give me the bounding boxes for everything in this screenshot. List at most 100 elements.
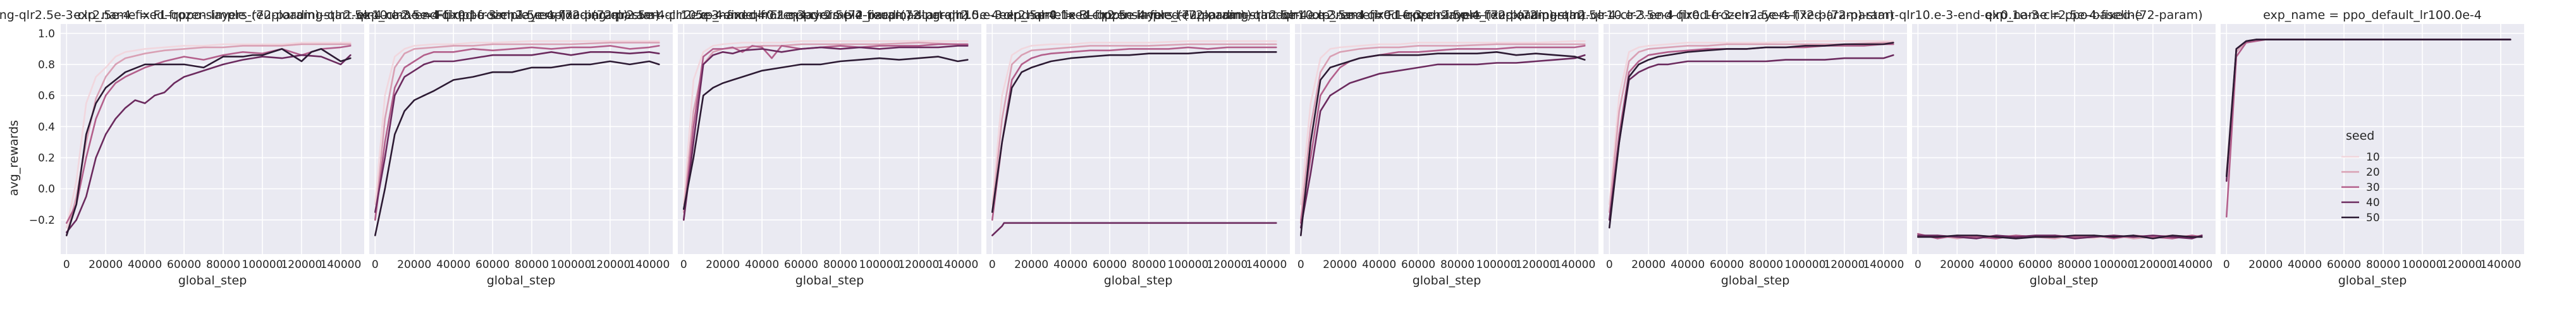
- x-tick-label: 60000: [2327, 258, 2361, 271]
- y-axis-label: avg_rewards: [7, 120, 21, 196]
- x-tick-label: 20000: [1631, 258, 1665, 271]
- panel-4: 0 20000 40000 60000 80000 100000120000140000g…: [690, 8, 1585, 288]
- x-axis-label: global_step: [178, 274, 247, 288]
- x-tick-label: 140000: [2171, 258, 2212, 271]
- y-tick-label: 0.0: [38, 183, 55, 196]
- series-line-seed-20: [374, 42, 660, 221]
- x-tick-label: 0: [680, 258, 687, 271]
- x-tick-label: 100000: [859, 258, 900, 271]
- x-tick-label: 80000: [2366, 258, 2400, 271]
- series-line-seed-10: [66, 42, 352, 229]
- y-tick-label: 0.6: [38, 90, 55, 102]
- legend-label-seed-40: 40: [2366, 197, 2380, 209]
- x-tick-label: 0: [989, 258, 996, 271]
- x-tick-label: 40000: [436, 258, 470, 271]
- y-tick-label: 0.8: [38, 59, 55, 71]
- x-tick-label: 20000: [1014, 258, 1048, 271]
- x-tick-label: 60000: [1710, 258, 1744, 271]
- series-line-seed-20: [1300, 43, 1586, 221]
- panel-background: [1912, 24, 2216, 254]
- x-tick-label: 20000: [397, 258, 431, 271]
- x-tick-label: 140000: [1863, 258, 1904, 271]
- x-tick-label: 0: [2223, 258, 2230, 271]
- x-axis-label: global_step: [487, 274, 556, 288]
- x-tick-label: 80000: [206, 258, 240, 271]
- legend-label-seed-50: 50: [2366, 212, 2380, 224]
- panel-6: 0 20000 40000 60000 80000 100000120000140000g…: [1308, 8, 2202, 288]
- x-tick-label: 80000: [1132, 258, 1166, 271]
- x-tick-label: 40000: [128, 258, 162, 271]
- x-axis-label: global_step: [1721, 274, 1790, 288]
- x-tick-label: 80000: [1749, 258, 1783, 271]
- series-line-seed-40: [991, 222, 1277, 236]
- series-line-seed-20: [991, 43, 1277, 213]
- series-line-seed-50: [1300, 51, 1586, 236]
- x-axis-label: global_step: [795, 274, 864, 288]
- x-tick-label: 100000: [1476, 258, 1518, 271]
- series-line-seed-50: [991, 51, 1277, 213]
- panel-title: exp_name = FL-qppo-simple_reuploading-ql…: [999, 8, 1894, 22]
- series-line-seed-30: [991, 46, 1277, 221]
- x-axis-label: global_step: [1413, 274, 1481, 288]
- series-group: [1917, 233, 2203, 240]
- x-tick-label: 80000: [823, 258, 857, 271]
- x-axis-label: global_step: [1104, 274, 1173, 288]
- x-tick-label: 120000: [281, 258, 322, 271]
- series-line-seed-30: [374, 45, 660, 221]
- x-tick-label: 120000: [589, 258, 630, 271]
- x-tick-label: 140000: [2480, 258, 2521, 271]
- x-tick-label: 100000: [242, 258, 283, 271]
- x-tick-label: 60000: [167, 258, 201, 271]
- series-group: [683, 40, 969, 221]
- x-tick-label: 120000: [1206, 258, 1248, 271]
- x-tick-label: 40000: [2288, 258, 2322, 271]
- x-tick-label: 120000: [1515, 258, 1556, 271]
- x-tick-label: 20000: [1940, 258, 1974, 271]
- legend-label-seed-20: 20: [2366, 166, 2380, 179]
- panel-title: exp_name = FL-qppo-simple_reuploading-ql…: [1308, 8, 2202, 22]
- series-line-seed-10: [683, 40, 969, 205]
- series-group: [374, 40, 660, 236]
- series-line-seed-40: [66, 54, 352, 233]
- legend-label-seed-30: 30: [2366, 181, 2380, 194]
- panel-3: 0 20000 40000 60000 80000 100000120000140000g…: [357, 8, 1303, 288]
- legend: seed 10 20 30 40 50: [2341, 129, 2380, 224]
- panel-5: 0 20000 40000 60000 80000 100000120000140000g…: [999, 8, 1894, 288]
- x-tick-label: 120000: [1824, 258, 1865, 271]
- x-tick-label: 40000: [1671, 258, 1705, 271]
- x-tick-label: 100000: [1168, 258, 1209, 271]
- x-tick-label: 100000: [2094, 258, 2135, 271]
- panel-title: exp_name = FL-qppo-simple_reuploading-ql…: [73, 8, 968, 22]
- y-tick-label: 0.2: [38, 152, 55, 165]
- series-line-seed-40: [1300, 54, 1586, 229]
- series-group: [2226, 39, 2512, 218]
- series-line-seed-10: [374, 40, 660, 205]
- panel-2: 0 20000 40000 60000 80000 100000120000140000g…: [73, 8, 968, 288]
- series-group: [1609, 40, 1894, 229]
- legend-label-seed-10: 10: [2366, 151, 2380, 164]
- series-group: [991, 40, 1277, 236]
- series-line-seed-40: [374, 51, 660, 213]
- x-tick-label: 100000: [1785, 258, 1826, 271]
- x-tick-label: 120000: [2441, 258, 2482, 271]
- series-line-seed-50: [1609, 42, 1894, 229]
- series-group: [1300, 40, 1586, 236]
- x-tick-label: 100000: [2402, 258, 2443, 271]
- panel-1: 0 20000 40000 60000 80000 100000120000140000−…: [0, 8, 660, 288]
- x-tick-label: 140000: [320, 258, 361, 271]
- x-axis-label: global_step: [2030, 274, 2099, 288]
- x-tick-label: 0: [1915, 258, 1922, 271]
- x-tick-label: 80000: [515, 258, 549, 271]
- x-tick-label: 20000: [1323, 258, 1357, 271]
- x-tick-label: 140000: [1246, 258, 1287, 271]
- panel-background: [1604, 24, 1907, 254]
- x-tick-label: 0: [63, 258, 70, 271]
- panel-title: exp_name = FL-qppo-simple_reuploading-ql…: [357, 8, 1303, 22]
- panel-title: exp_name = FL-qppo-simple_reuploading-ql…: [690, 8, 1585, 22]
- series-line-seed-50: [66, 48, 352, 236]
- x-tick-label: 60000: [2018, 258, 2052, 271]
- x-tick-label: 20000: [706, 258, 740, 271]
- x-tick-label: 140000: [1554, 258, 1595, 271]
